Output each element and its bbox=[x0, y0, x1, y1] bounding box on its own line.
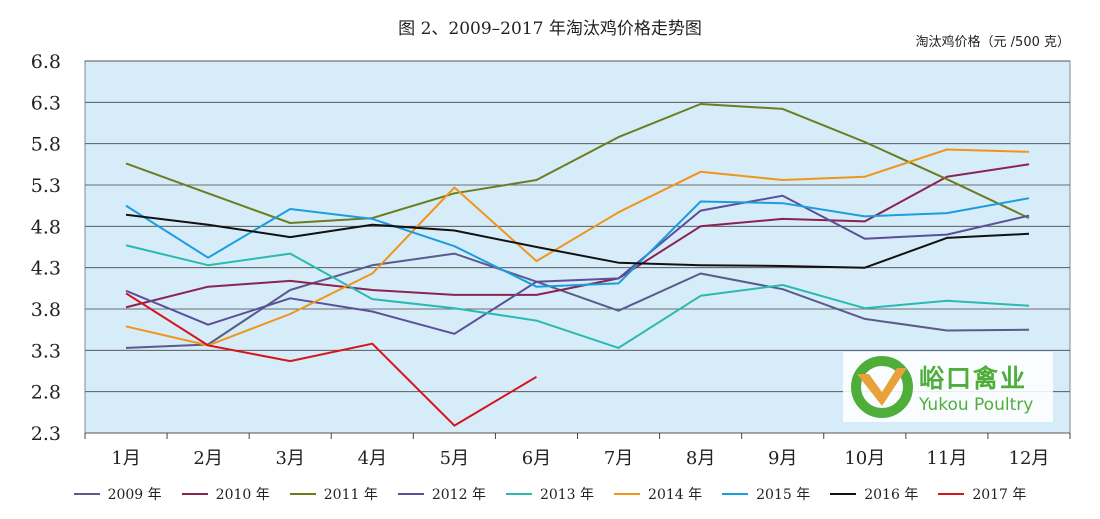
legend-item: 2012 年 bbox=[397, 484, 486, 504]
x-tick-label: 6月 bbox=[522, 448, 551, 469]
watermark-logo: 峪口禽业 Yukou Poultry bbox=[843, 352, 1053, 422]
series-line-2015 bbox=[125, 197, 1030, 288]
chart-title: 图 2、2009–2017 年淘汰鸡价格走势图 bbox=[398, 19, 702, 39]
legend-label: 2009 年 bbox=[107, 487, 162, 503]
x-tick-label: 9月 bbox=[768, 448, 797, 469]
legend-swatch bbox=[938, 493, 965, 495]
series-line-2009 bbox=[125, 252, 1030, 349]
legend-item: 2011 年 bbox=[289, 484, 378, 504]
legend-swatch bbox=[397, 493, 424, 495]
watermark-chinese-text: 峪口禽业 bbox=[919, 364, 1028, 393]
x-tick-label: 8月 bbox=[686, 448, 715, 469]
legend-swatch bbox=[722, 493, 749, 495]
y-tick-label: 5.3 bbox=[31, 175, 61, 197]
x-tick-label: 7月 bbox=[604, 448, 633, 469]
x-tick-label: 3月 bbox=[275, 448, 304, 469]
x-tick-label: 2月 bbox=[193, 448, 222, 469]
legend-label: 2015 年 bbox=[756, 487, 811, 503]
legend-item: 2016 年 bbox=[830, 484, 918, 504]
legend-label: 2013 年 bbox=[539, 487, 595, 503]
y-tick-label: 6.3 bbox=[31, 92, 61, 114]
x-tick-label: 1月 bbox=[111, 448, 140, 469]
legend-swatch bbox=[830, 493, 857, 495]
legend-swatch bbox=[614, 493, 641, 495]
y-axis-unit-label: 淘汰鸡价格（元 /500 克） bbox=[915, 35, 1070, 50]
legend-item: 2015 年 bbox=[722, 484, 810, 504]
y-tick-label: 2.8 bbox=[31, 382, 61, 404]
x-tick-label: 11月 bbox=[926, 448, 967, 469]
chart-legend: 2009 年 2010 年 2011 年 2012 年 2013 年 2014 年 2015… bbox=[0, 484, 1100, 504]
legend-label: 2011 年 bbox=[323, 487, 378, 503]
legend-item: 2010 年 bbox=[181, 484, 270, 504]
legend-label: 2016 年 bbox=[864, 487, 919, 503]
legend-item: 2009 年 bbox=[73, 484, 162, 504]
legend-swatch bbox=[505, 493, 532, 495]
x-tick-label: 12月 bbox=[1009, 448, 1050, 469]
legend-label: 2014 年 bbox=[648, 487, 703, 503]
series-line-2013 bbox=[125, 244, 1030, 349]
watermark-english-text: Yukou Poultry bbox=[919, 395, 1034, 415]
y-tick-label: 6.8 bbox=[31, 51, 61, 73]
y-tick-label: 2.3 bbox=[31, 423, 61, 445]
legend-item: 2014 年 bbox=[614, 484, 702, 504]
x-tick-label: 4月 bbox=[358, 448, 387, 469]
legend-label: 2012 年 bbox=[431, 487, 486, 503]
series-line-2010 bbox=[125, 163, 1030, 309]
legend-swatch bbox=[73, 493, 100, 495]
x-tick-label: 5月 bbox=[440, 448, 469, 469]
series-line-2014 bbox=[125, 148, 1030, 347]
y-tick-label: 4.3 bbox=[31, 258, 61, 280]
legend-item: 2013 年 bbox=[505, 484, 595, 504]
series-line-2017 bbox=[125, 292, 538, 427]
x-tick-label: 10月 bbox=[844, 448, 885, 469]
y-tick-label: 3.3 bbox=[31, 340, 61, 362]
legend-label: 2010 年 bbox=[215, 487, 270, 503]
y-tick-label: 4.8 bbox=[31, 216, 61, 238]
y-tick-label: 3.8 bbox=[31, 299, 61, 321]
legend-label: 2017 年 bbox=[972, 487, 1027, 503]
yukou-logo-icon bbox=[851, 356, 913, 418]
y-tick-label: 5.8 bbox=[31, 134, 61, 156]
series-line-2012 bbox=[125, 194, 1030, 335]
legend-item: 2017 年 bbox=[938, 484, 1026, 504]
legend-swatch bbox=[289, 493, 316, 495]
series-line-2016 bbox=[125, 213, 1030, 269]
legend-swatch bbox=[181, 493, 208, 495]
